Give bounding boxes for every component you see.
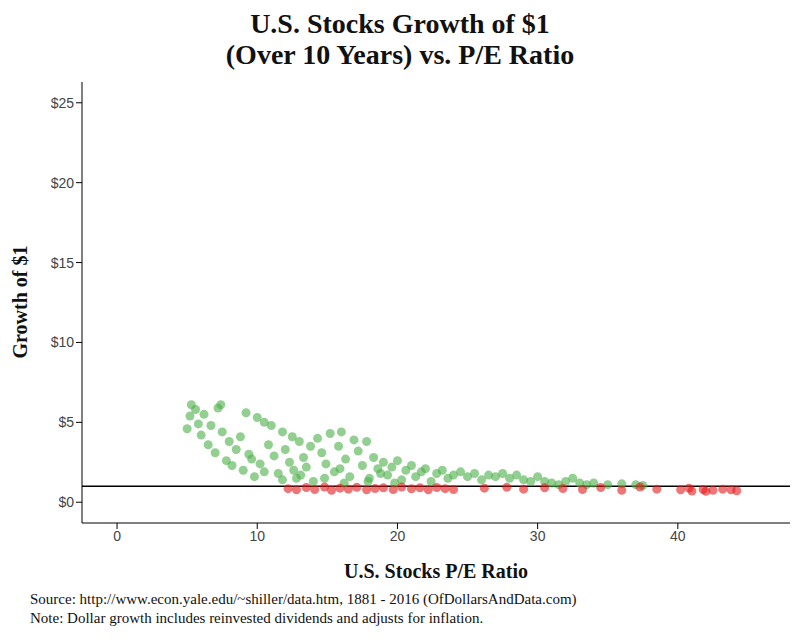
html-text:Growth of $1: Growth of $1 (8, 245, 31, 359)
html-text:Note: Dollar growth includes r: Note: Dollar growth includes reinvested … (30, 610, 484, 626)
svg-text:30: 30 (530, 528, 546, 544)
svg-text:40: 40 (670, 528, 686, 544)
svg-text:0: 0 (113, 528, 121, 544)
html-text:U.S. Stocks P/E Ratio: U.S. Stocks P/E Ratio (344, 560, 528, 582)
svg-text:10: 10 (249, 528, 265, 544)
svg-text:$0: $0 (58, 494, 74, 510)
svg-text:$5: $5 (58, 414, 74, 430)
html-text:Source: http://www.econ.yale.e: Source: http://www.econ.yale.edu/~shille… (30, 591, 577, 607)
svg-text:20: 20 (390, 528, 406, 544)
html-text:U.S. Stocks Growth of $1: U.S. Stocks Growth of $1 (250, 8, 550, 39)
html-text:(Over 10 Years) vs. P/E Ratio: (Over 10 Years) vs. P/E Ratio (225, 39, 575, 70)
svg-text:$25: $25 (51, 95, 75, 111)
svg-text:$20: $20 (51, 175, 75, 191)
svg-text:$15: $15 (51, 255, 75, 271)
svg-text:$10: $10 (51, 334, 75, 350)
